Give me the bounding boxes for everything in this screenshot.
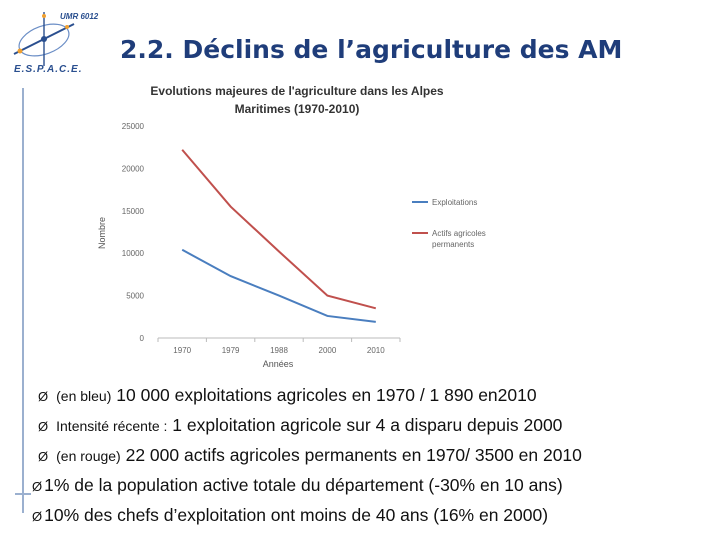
y-tick-label: 20000 (122, 164, 145, 173)
espace-logo (13, 12, 75, 66)
x-tick-label: 1988 (270, 346, 288, 355)
x-tick-label: 1970 (173, 346, 191, 355)
legend-label-actifs-line2: permanents (432, 240, 474, 249)
bullet-arrow-icon: Ø (38, 449, 49, 464)
bullet-actifs: Ø (en rouge) 22 000 actifs agricoles perm… (38, 440, 718, 470)
x-axis-label: Années (263, 359, 294, 368)
legend-label-exploitations: Exploitations (432, 198, 477, 207)
bullet-arrow-icon: Ø (38, 389, 49, 404)
series-line-actifs (181, 149, 377, 310)
logo-lab-label: UMR 6012 (60, 12, 99, 21)
bullet-chefs: Ø 10% des chefs d’exploitation ont moins … (32, 500, 718, 530)
bullet-population: Ø 1% de la population active totale du dé… (32, 470, 718, 500)
logo-name: E.S.P.A.C.E. (14, 64, 83, 75)
bullet-qualifier: Intensité récente : (56, 418, 168, 434)
legend-label-actifs-line1: Actifs agricoles (432, 229, 486, 238)
chart-title-line1: Evolutions majeures de l'agriculture dan… (150, 84, 443, 98)
bullet-exploitations: Ø (en bleu) 10 000 exploitations agricole… (38, 380, 718, 410)
bullet-arrow-icon: Ø (32, 509, 43, 524)
bullet-text: 1% de la population active totale du dép… (44, 475, 563, 495)
decorative-tick (15, 493, 31, 495)
left-decorative-rule (22, 88, 24, 513)
bullet-list: Ø (en bleu) 10 000 exploitations agricole… (32, 380, 718, 530)
bullet-intensite: Ø Intensité récente : 1 exploitation agri… (38, 410, 718, 440)
bullet-text: 22 000 actifs agricoles permanents en 19… (125, 445, 582, 465)
bullet-text: 10% des chefs d’exploitation ont moins d… (44, 505, 549, 525)
chart-title-line2: Maritimes (1970-2010) (235, 102, 360, 116)
y-tick-label: 15000 (122, 207, 145, 216)
x-tick-label: 2000 (319, 346, 337, 355)
y-tick-label: 0 (140, 334, 145, 343)
bullet-qualifier: (en bleu) (56, 388, 112, 404)
slide-title: 2.2. Déclins de l’agriculture des AM (120, 35, 623, 64)
bullet-qualifier: (en rouge) (56, 448, 121, 464)
series-line-exploitations (181, 248, 376, 323)
bullet-text: 1 exploitation agricole sur 4 a disparu … (172, 415, 563, 435)
y-tick-label: 25000 (122, 122, 145, 131)
agriculture-line-chart: Evolutions majeures de l'agriculture dan… (97, 84, 486, 368)
y-tick-label: 10000 (122, 249, 145, 258)
bullet-arrow-icon: Ø (38, 419, 49, 434)
x-tick-label: 2010 (367, 346, 385, 355)
x-tick-label: 1979 (222, 346, 240, 355)
bullet-arrow-icon: Ø (32, 479, 43, 494)
y-axis-label: Nombre (97, 217, 107, 249)
bullet-text: 10 000 exploitations agricoles en 1970 /… (116, 385, 537, 405)
y-tick-label: 5000 (126, 292, 144, 301)
